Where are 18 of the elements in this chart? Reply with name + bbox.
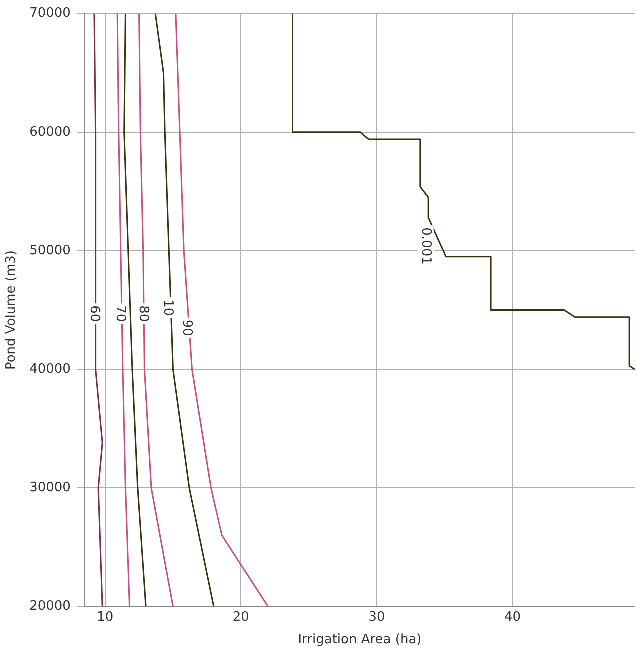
y-tick-label: 20000: [30, 599, 71, 614]
annotation: 0.001: [418, 228, 434, 265]
y-tick-label: 60000: [30, 124, 71, 140]
annotation: 80: [136, 306, 151, 322]
annotation: 60: [87, 306, 102, 322]
y-tick-label: 50000: [30, 243, 71, 258]
y-tick-label: 40000: [30, 362, 71, 377]
y-tick-label: 30000: [30, 480, 71, 496]
x-tick-label: 30: [368, 610, 386, 625]
x-tick-label: 10: [97, 610, 114, 625]
x-axis-title: Irrigation Area (ha): [298, 632, 422, 648]
x-tick-label: 20: [232, 610, 250, 625]
y-axis-title: Pond Volume (m3): [4, 250, 20, 370]
annotation: 70: [112, 306, 128, 322]
annotation: 10: [160, 300, 176, 316]
x-tick-label: 40: [504, 610, 522, 625]
y-tick-label: 70000: [30, 6, 71, 22]
annotation: 90: [179, 320, 194, 336]
